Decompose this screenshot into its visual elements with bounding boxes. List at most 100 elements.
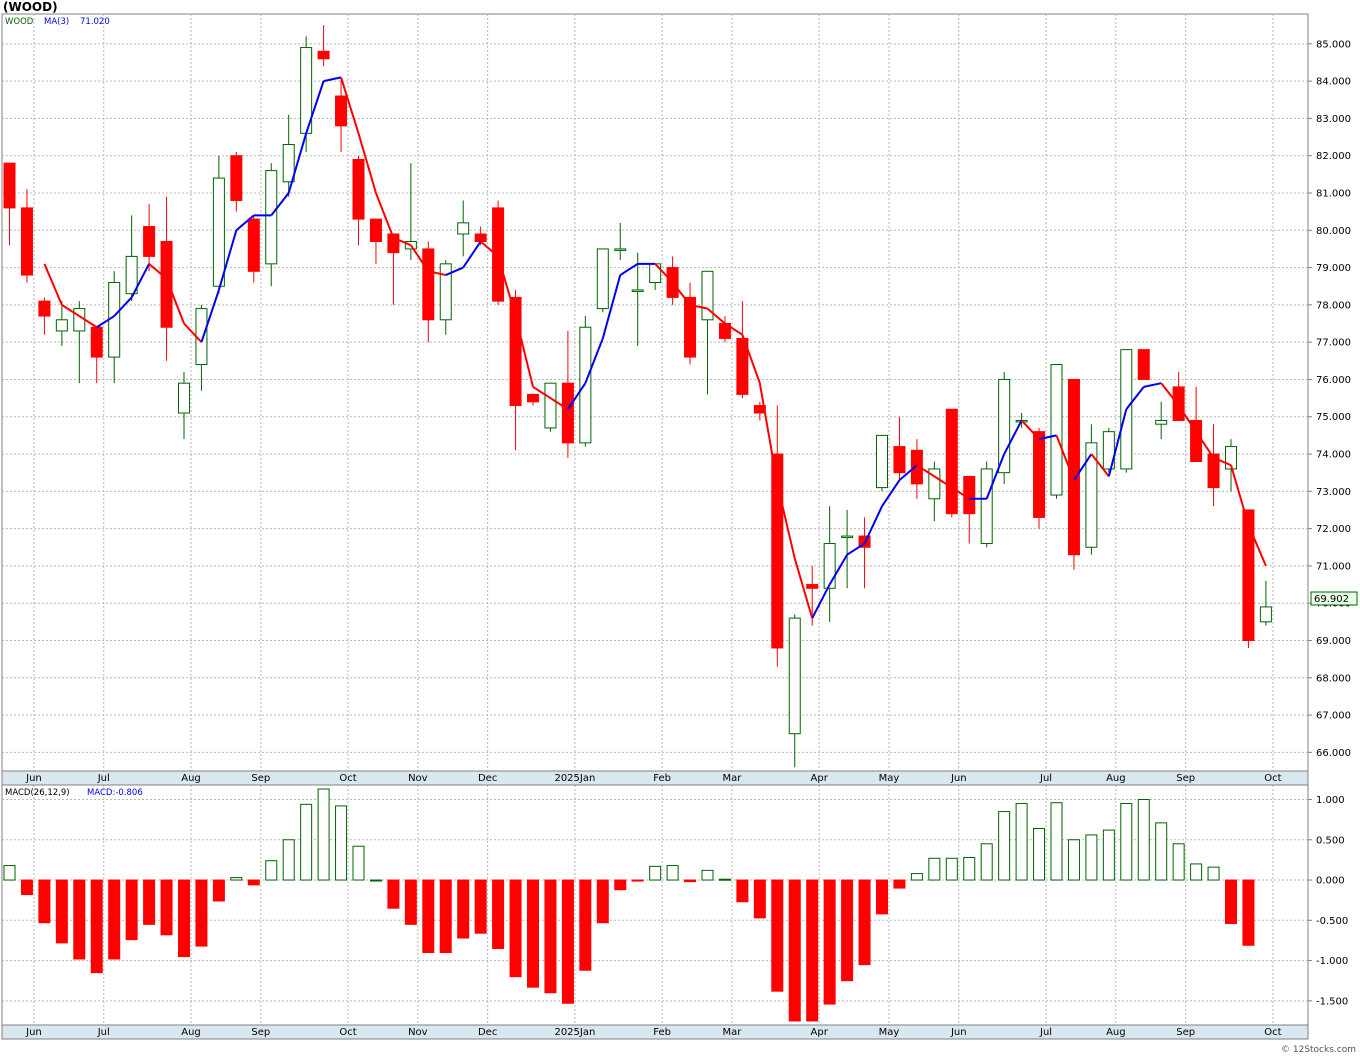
ma-segment [689,303,708,310]
macd-bar [841,879,854,982]
candle-body [561,382,574,444]
macd-bar [928,857,941,881]
ma-segment [584,338,604,384]
price-y-tick-label: 85.000 [1316,39,1351,50]
candle-body [422,248,435,321]
macd-bar [1050,802,1063,881]
macd-bar [265,860,278,881]
price-month-label: Jul [97,773,110,784]
ma-segment [532,386,551,399]
chart-title: (WOOD) [3,0,58,14]
candle-body [439,263,452,321]
candle-body [1172,386,1185,421]
macd-bar [876,879,888,915]
ma-segment [514,315,534,388]
watermark: © 12Stocks.com [1281,1045,1356,1055]
candle-body [876,434,888,489]
price-y-tick-label: 77.000 [1316,338,1351,349]
ma-segment [793,558,814,619]
macd-bar [823,879,836,1005]
price-legend-ma: MA(3) [44,17,69,27]
macd-bar [1085,834,1098,881]
candle-body [125,255,138,295]
macd-bar [771,879,784,992]
macd-bar [1207,866,1220,881]
macd-month-label: Jul [1039,1027,1052,1038]
price-y-tick-label: 81.000 [1316,188,1351,199]
candle-body [457,222,470,235]
macd-bar [893,879,906,889]
price-y-tick-label: 80.000 [1316,226,1351,237]
candle-body [55,319,68,332]
ma-segment [375,192,395,239]
ma-segment [445,266,464,276]
ma-segment [811,584,831,619]
ma-segment [549,397,569,411]
candle-body [108,281,121,358]
macd-y-tick-label: -0.500 [1316,916,1348,927]
candle-body [3,162,16,209]
macd-bar [108,879,121,960]
price-y-tick-label: 75.000 [1316,412,1351,423]
candle-body [788,617,801,735]
ma-segment [183,322,203,343]
macd-bar [195,879,208,947]
price-y-tick-label: 66.000 [1316,748,1351,759]
ma-segment [916,464,935,478]
macd-bar [806,879,819,1022]
price-month-label: Jun [950,773,967,784]
macd-bar [753,879,766,919]
candle-body [38,300,51,317]
macd-bar [596,879,609,924]
candle-body [684,296,697,358]
macd-bar [701,869,714,881]
ma-segment [148,263,168,280]
ma-segment [340,77,360,134]
macd-bar [527,879,539,988]
price-month-label: Apr [811,773,829,784]
candle-body [335,95,348,127]
ma-segment [1090,453,1110,478]
candle-body [143,226,156,257]
macd-month-label: Jun [25,1027,42,1038]
price-month-label: Dec [478,773,497,784]
macd-month-axis [1,1024,1309,1040]
macd-bar [980,843,993,881]
candle-body [178,382,190,414]
ma-segment [863,505,883,544]
macd-bar [631,879,644,882]
macd-y-tick-label: 0.000 [1316,876,1345,887]
price-y-tick-label: 73.000 [1316,487,1351,498]
candle-body [701,270,714,321]
ma-segment [200,289,220,343]
candle-body [1102,431,1115,470]
price-y-tick-label: 82.000 [1316,151,1351,162]
ma-segment [671,281,691,306]
ma-segment [96,315,115,329]
candle-body [1085,442,1098,548]
macd-y-tick-label: 1.000 [1316,795,1345,806]
ma-segment [1143,382,1162,388]
ma-segment [1195,431,1215,459]
ma-segment [393,236,412,247]
ma-segment [846,542,866,556]
macd-month-label: May [879,1027,900,1038]
macd-bar [178,879,190,958]
price-month-label: Aug [181,773,201,784]
macd-y-tick-label: -1.000 [1316,956,1348,967]
macd-bar [788,879,801,1022]
candle-body [823,543,836,589]
ma-segment [217,230,238,291]
price-y-tick-label: 67.000 [1316,711,1351,722]
macd-bar [230,877,243,881]
candle-body [1050,364,1063,496]
macd-bar [55,879,68,944]
macd-bar [963,856,976,881]
macd-bar [317,788,330,881]
macd-month-label: Aug [181,1027,201,1038]
ma-segment [1107,409,1128,477]
candle-body [20,207,33,276]
ma-segment [741,334,761,384]
macd-month-label: Apr [811,1027,829,1038]
macd-bar [282,839,295,881]
